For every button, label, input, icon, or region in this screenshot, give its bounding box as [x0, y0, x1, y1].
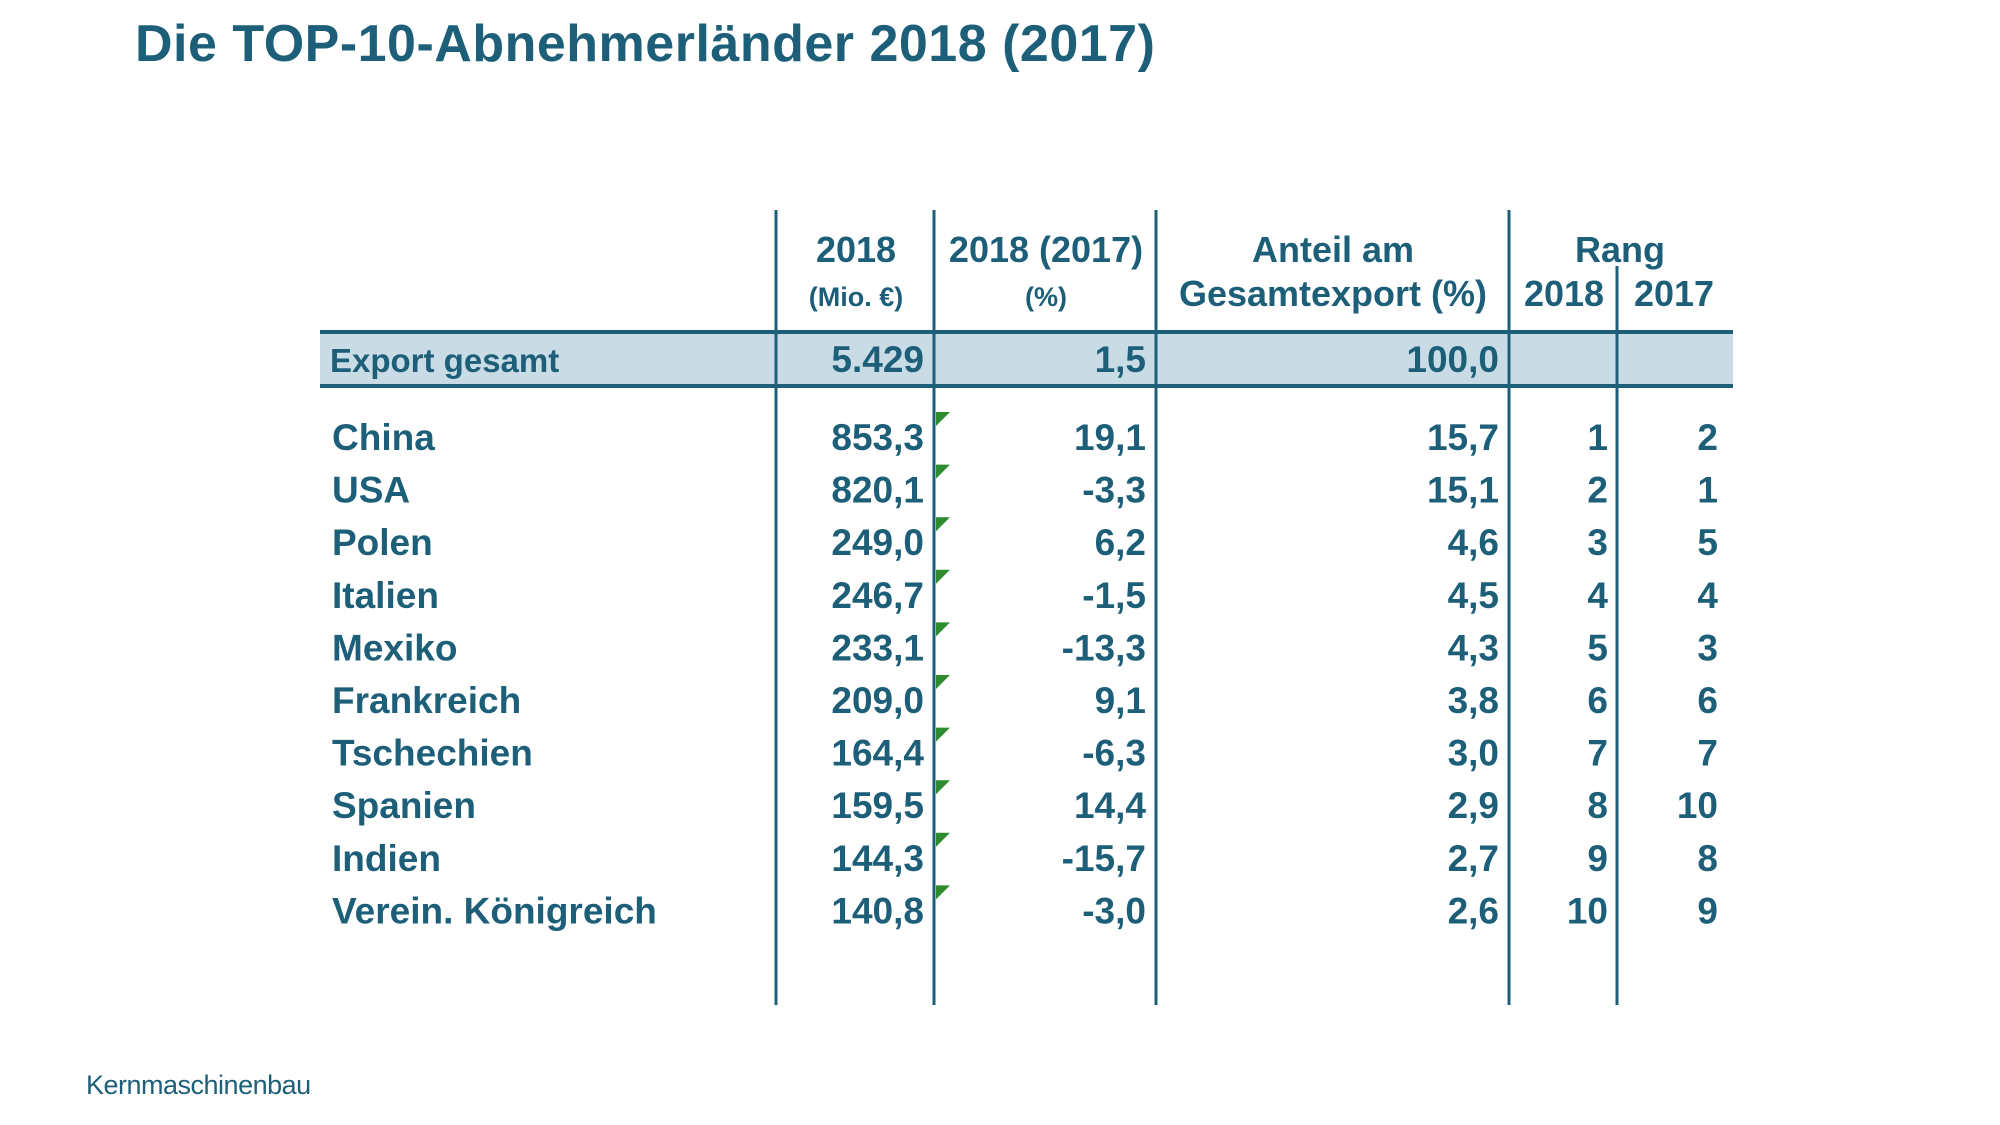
- table-row: Indien 144,3 -15,7 2,7 9 8: [332, 832, 1718, 879]
- rank-2018: 6: [1587, 680, 1608, 721]
- table-row: China 853,3 19,1 15,7 1 2: [332, 412, 1718, 458]
- country-name: USA: [332, 470, 410, 511]
- header-share-line1: Anteil am: [1252, 229, 1414, 270]
- rank-2017: 6: [1697, 680, 1718, 721]
- cell-marker: [936, 412, 950, 426]
- table-row: Verein. Königreich 140,8 -3,0 2,6 10 9: [332, 885, 1718, 931]
- total-value: 5.429: [831, 339, 924, 380]
- cell-marker: [936, 675, 950, 689]
- rank-2017: 1: [1697, 470, 1718, 511]
- export-value: 820,1: [831, 470, 924, 511]
- share-percent: 3,0: [1448, 733, 1499, 774]
- header-value-line2: (Mio. €): [809, 282, 904, 312]
- header-value-line1: 2018: [816, 229, 896, 270]
- country-name: Italien: [332, 575, 439, 616]
- country-rows: China 853,3 19,1 15,7 1 2 USA 820,1 -3,3 15,1 2 1 Po…: [332, 412, 1718, 931]
- share-percent: 4,6: [1448, 522, 1499, 563]
- table-row: Tschechien 164,4 -6,3 3,0 7 7: [332, 727, 1718, 774]
- header-rank-label: Rang: [1575, 229, 1665, 270]
- cell-marker: [936, 464, 950, 479]
- country-name: Frankreich: [332, 680, 521, 721]
- country-name: Polen: [332, 522, 433, 563]
- change-percent: 14,4: [1074, 785, 1146, 826]
- page-title: Die TOP-10-Abnehmerländer 2018 (2017): [135, 15, 1156, 73]
- cell-marker: [936, 727, 950, 742]
- rank-2017: 3: [1697, 627, 1718, 668]
- table-row: Spanien 159,5 14,4 2,9 8 10: [332, 780, 1718, 826]
- country-name: Tschechien: [332, 733, 533, 774]
- cell-marker: [936, 832, 950, 847]
- share-percent: 2,6: [1448, 890, 1499, 931]
- country-name: Indien: [332, 838, 441, 879]
- cell-marker: [936, 569, 950, 584]
- rank-2017: 4: [1697, 575, 1718, 616]
- rank-2018: 3: [1587, 522, 1608, 563]
- share-percent: 2,9: [1448, 785, 1499, 826]
- export-value: 159,5: [831, 785, 924, 826]
- header-rank-year1: 2018: [1524, 273, 1604, 314]
- export-value: 144,3: [831, 838, 924, 879]
- change-percent: -1,5: [1082, 575, 1146, 616]
- table-row: Italien 246,7 -1,5 4,5 4 4: [332, 569, 1718, 616]
- rank-2018: 1: [1587, 417, 1608, 458]
- header-share-line2: Gesamtexport (%): [1179, 273, 1487, 314]
- export-value: 140,8: [831, 890, 924, 931]
- change-percent: -3,0: [1082, 890, 1146, 931]
- rank-2017: 7: [1697, 733, 1718, 774]
- change-percent: 9,1: [1095, 680, 1146, 721]
- export-value: 209,0: [831, 680, 924, 721]
- table-row: Mexiko 233,1 -13,3 4,3 5 3: [332, 622, 1718, 668]
- rank-2017: 2: [1697, 417, 1718, 458]
- change-percent: 6,2: [1095, 522, 1146, 563]
- total-label: Export gesamt: [330, 342, 559, 379]
- country-name: Verein. Königreich: [332, 890, 657, 931]
- cell-marker: [936, 622, 950, 637]
- cell-marker: [936, 885, 950, 900]
- export-value: 249,0: [831, 522, 924, 563]
- cell-marker: [936, 517, 950, 532]
- table-row: Polen 249,0 6,2 4,6 3 5: [332, 517, 1718, 563]
- export-value: 853,3: [831, 417, 924, 458]
- rank-2017: 9: [1697, 890, 1718, 931]
- rank-2018: 2: [1587, 470, 1608, 511]
- total-share: 100,0: [1406, 339, 1499, 380]
- share-percent: 4,3: [1448, 627, 1499, 668]
- rank-2017: 10: [1677, 785, 1718, 826]
- share-percent: 15,1: [1427, 470, 1499, 511]
- share-percent: 3,8: [1448, 680, 1499, 721]
- header-change-line1: 2018 (2017): [949, 229, 1143, 270]
- export-value: 233,1: [831, 627, 924, 668]
- total-change: 1,5: [1095, 339, 1146, 380]
- change-percent: -13,3: [1062, 627, 1146, 668]
- rank-2017: 8: [1697, 838, 1718, 879]
- share-percent: 2,7: [1448, 838, 1499, 879]
- table-row: Frankreich 209,0 9,1 3,8 6 6: [332, 675, 1718, 721]
- rank-2018: 5: [1587, 627, 1608, 668]
- rank-2017: 5: [1697, 522, 1718, 563]
- header-rank-year2: 2017: [1634, 273, 1714, 314]
- change-percent: -15,7: [1062, 838, 1146, 879]
- header-change-line2: (%): [1025, 282, 1067, 312]
- footer-source: Kernmaschinenbau: [86, 1070, 311, 1100]
- share-percent: 4,5: [1448, 575, 1499, 616]
- rank-2018: 8: [1587, 785, 1608, 826]
- rank-2018: 10: [1567, 890, 1608, 931]
- export-value: 164,4: [831, 733, 924, 774]
- change-percent: -6,3: [1082, 733, 1146, 774]
- rank-2018: 9: [1587, 838, 1608, 879]
- country-name: Spanien: [332, 785, 476, 826]
- cell-marker: [936, 780, 950, 795]
- change-percent: -3,3: [1082, 470, 1146, 511]
- total-row-band: [320, 332, 1733, 386]
- country-name: China: [332, 417, 435, 458]
- export-value: 246,7: [831, 575, 924, 616]
- rank-2018: 7: [1587, 733, 1608, 774]
- table-row: USA 820,1 -3,3 15,1 2 1: [332, 464, 1718, 511]
- share-percent: 15,7: [1427, 417, 1499, 458]
- country-name: Mexiko: [332, 627, 457, 668]
- change-percent: 19,1: [1074, 417, 1146, 458]
- rank-2018: 4: [1587, 575, 1608, 616]
